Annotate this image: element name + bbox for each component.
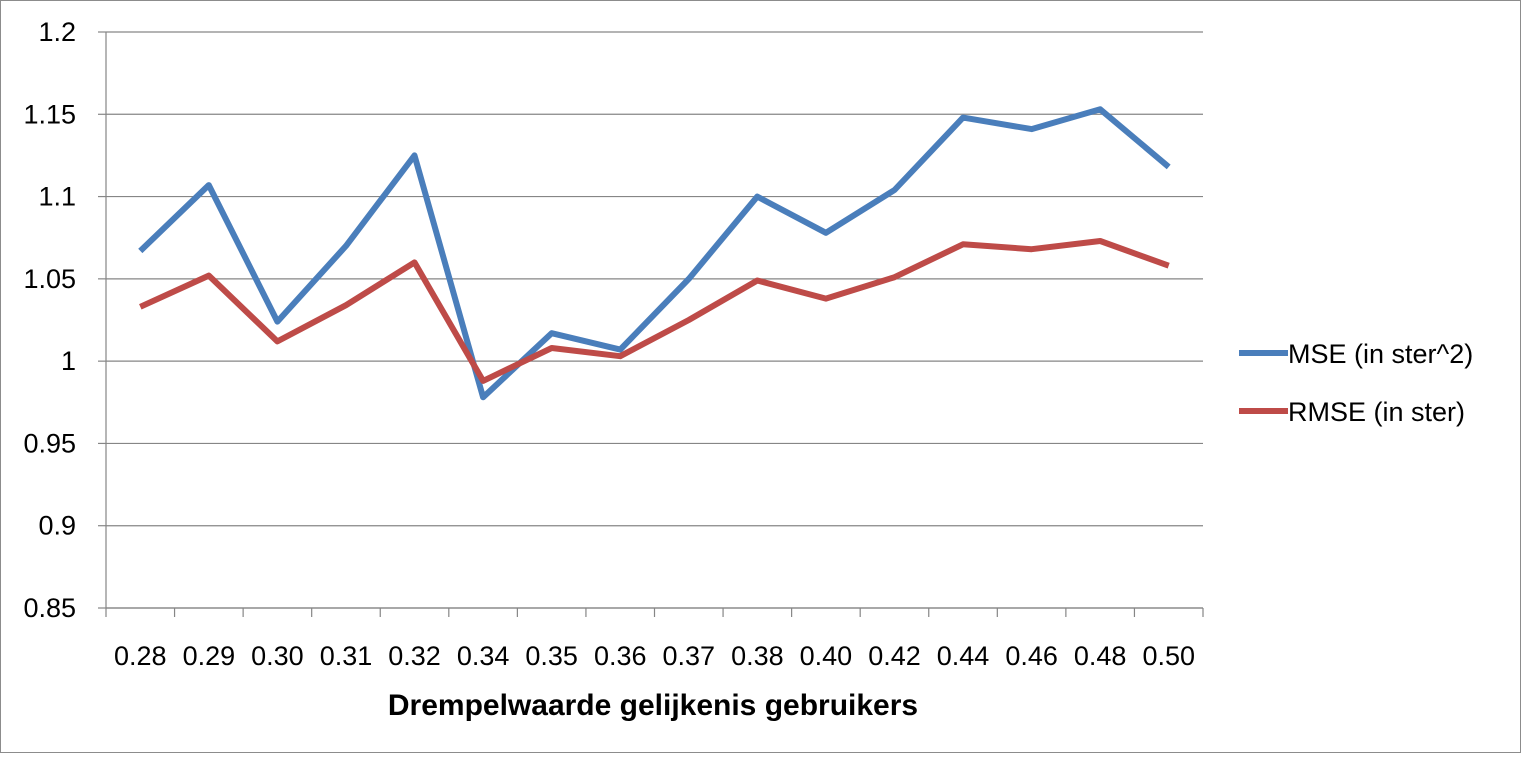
series-lines [138,106,1171,401]
series-line-rmse [139,238,1170,384]
legend: MSE (in ster^2) RMSE (in ster) [1239,339,1473,427]
x-tick-label: 0.42 [868,641,921,671]
x-tick-labels: 0.28 0.29 0.30 0.31 0.32 0.34 0.35 0.36 0.37 0.38… [114,641,1195,671]
x-tick-label: 0.32 [388,641,441,671]
x-tick-label: 0.29 [183,641,236,671]
x-tick-label: 0.35 [525,641,578,671]
y-tick-label: 1 [61,346,76,376]
legend-label: MSE (in ster^2) [1288,339,1473,369]
y-tick-label: 1.15 [23,99,76,129]
axes [98,31,1204,617]
x-tick-label: 0.40 [800,641,853,671]
y-tick-label: 1.05 [23,264,76,294]
x-tick-label: 0.28 [114,641,167,671]
series-line-mse [138,106,1171,401]
x-axis-title: Drempelwaarde gelijkenis gebruikers [388,689,918,722]
x-tick-label: 0.38 [731,641,784,671]
gridlines [106,31,1203,609]
legend-label: RMSE (in ster) [1288,397,1465,427]
x-tick-label: 0.34 [457,641,510,671]
x-tick-label: 0.48 [1074,641,1127,671]
x-tick-label: 0.50 [1142,641,1195,671]
x-tick-label: 0.37 [663,641,716,671]
y-tick-label: 0.9 [38,511,76,541]
x-tick-label: 0.46 [1005,641,1058,671]
x-tick-label: 0.44 [937,641,990,671]
y-tick-labels: 0.85 0.9 0.95 1 1.05 1.1 1.15 1.2 [23,17,76,623]
y-tick-label: 1.2 [38,17,76,47]
y-tick-label: 1.1 [38,182,76,212]
x-tick-label: 0.36 [594,641,647,671]
x-tick-label: 0.31 [320,641,373,671]
x-tick-label: 0.30 [251,641,304,671]
y-tick-label: 0.85 [23,593,76,623]
y-tick-label: 0.95 [23,428,76,458]
